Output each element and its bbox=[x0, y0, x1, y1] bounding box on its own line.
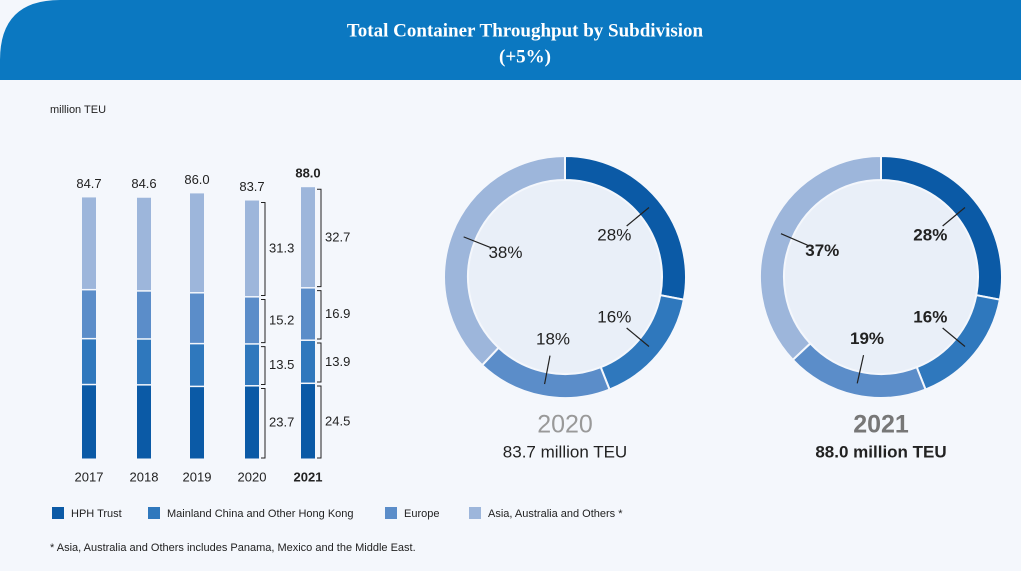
bracket bbox=[317, 342, 322, 383]
legend-label: Mainland China and Other Hong Kong bbox=[167, 508, 354, 520]
leader-line bbox=[780, 233, 808, 246]
donut-slice bbox=[759, 154, 882, 362]
total-label: 84.6 bbox=[131, 176, 156, 191]
slice-label: 37% bbox=[805, 241, 839, 260]
bar-segment bbox=[190, 344, 204, 386]
donut-title: 2021 bbox=[853, 411, 909, 439]
header-band bbox=[0, 0, 1021, 80]
slice-label: 16% bbox=[913, 307, 947, 326]
total-label: 84.7 bbox=[76, 176, 101, 191]
segment-label: 13.9 bbox=[325, 354, 350, 369]
x-tick-label: 2017 bbox=[75, 469, 104, 484]
leader-line bbox=[856, 354, 865, 384]
bar-segment bbox=[82, 290, 96, 338]
bar-segment bbox=[190, 387, 204, 459]
donut-slice bbox=[443, 154, 566, 367]
bar-segment bbox=[301, 340, 315, 383]
leader-line bbox=[626, 327, 650, 347]
slice-label: 28% bbox=[597, 226, 631, 245]
slice-label: 28% bbox=[913, 226, 947, 245]
segment-label: 31.3 bbox=[269, 240, 294, 255]
slice-label: 18% bbox=[536, 329, 570, 348]
donut-subtitle: 88.0 million TEU bbox=[815, 442, 946, 461]
footnote: * Asia, Australia and Others includes Pa… bbox=[50, 542, 416, 554]
segment-label: 15.2 bbox=[269, 313, 294, 328]
bracket bbox=[261, 202, 266, 297]
legend-label: Europe bbox=[404, 508, 439, 520]
bracket bbox=[317, 385, 322, 459]
bar-segment bbox=[137, 291, 151, 339]
bar-segment bbox=[301, 187, 315, 288]
bracket bbox=[261, 346, 266, 386]
bracket bbox=[261, 299, 266, 344]
bar-segment bbox=[137, 339, 151, 385]
bracket bbox=[317, 188, 322, 288]
bar-segment bbox=[82, 197, 96, 289]
x-tick-label: 2021 bbox=[294, 469, 323, 484]
title: Total Container Throughput by Subdivisio… bbox=[347, 20, 704, 41]
segment-label: 13.5 bbox=[269, 357, 294, 372]
x-tick-label: 2018 bbox=[130, 469, 159, 484]
bar-segment bbox=[301, 288, 315, 340]
bar-segment bbox=[190, 193, 204, 293]
donut-subtitle: 83.7 million TEU bbox=[503, 442, 627, 461]
x-tick-label: 2020 bbox=[238, 469, 267, 484]
segment-label: 24.5 bbox=[325, 413, 350, 428]
total-label: 86.0 bbox=[184, 172, 209, 187]
slice-label: 19% bbox=[850, 329, 884, 348]
unit-label: million TEU bbox=[50, 104, 106, 116]
bar-segment bbox=[137, 385, 151, 459]
bar-segment bbox=[245, 344, 259, 386]
segment-label: 23.7 bbox=[269, 415, 294, 430]
bar-segment bbox=[82, 385, 96, 459]
leader-line bbox=[543, 355, 551, 385]
bracket bbox=[317, 290, 322, 340]
slice-label: 38% bbox=[488, 243, 522, 262]
segment-label: 32.7 bbox=[325, 229, 350, 244]
slice-label: 16% bbox=[597, 307, 631, 326]
total-label: 88.0 bbox=[295, 166, 320, 181]
leader-line bbox=[626, 207, 650, 227]
leader-line bbox=[942, 327, 966, 347]
bar-segment bbox=[82, 339, 96, 384]
bar-segment bbox=[245, 200, 259, 297]
leader-line bbox=[942, 207, 966, 227]
legend-swatch bbox=[385, 507, 397, 519]
legend-swatch bbox=[148, 507, 160, 519]
total-label: 83.7 bbox=[239, 179, 264, 194]
legend-label: Asia, Australia and Others * bbox=[488, 508, 623, 520]
donut-title: 2020 bbox=[537, 411, 593, 439]
legend-swatch bbox=[52, 507, 64, 519]
donut-hole bbox=[468, 180, 662, 374]
bar-segment bbox=[245, 297, 259, 344]
donut-hole bbox=[784, 180, 978, 374]
bracket bbox=[261, 388, 266, 459]
leader-line bbox=[463, 236, 491, 249]
segment-label: 16.9 bbox=[325, 306, 350, 321]
x-tick-label: 2019 bbox=[183, 469, 212, 484]
bar-segment bbox=[137, 197, 151, 291]
bar-segment bbox=[245, 386, 259, 459]
legend-label: HPH Trust bbox=[71, 508, 122, 520]
bar-segment bbox=[301, 384, 315, 459]
bar-segment bbox=[190, 293, 204, 343]
legend-swatch bbox=[469, 507, 481, 519]
subtitle: (+5%) bbox=[499, 46, 551, 67]
